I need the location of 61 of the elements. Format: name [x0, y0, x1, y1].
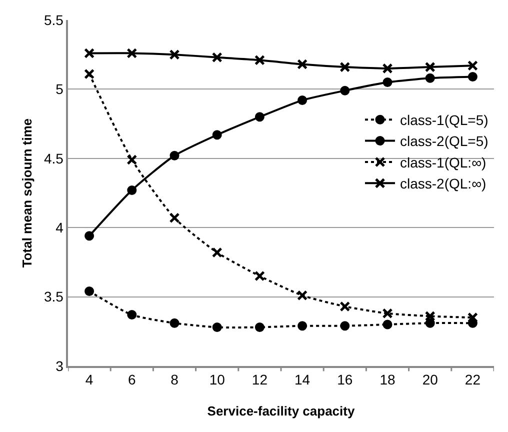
y-tick-label: 5.5 — [44, 12, 64, 28]
x-tick-label: 22 — [464, 372, 481, 388]
y-axis-title: Total mean sojourn time — [20, 118, 34, 268]
point — [84, 286, 94, 296]
x-tick-label: 8 — [170, 372, 179, 388]
y-tick-label: 4.5 — [44, 150, 64, 166]
point — [126, 48, 138, 58]
y-tick-label: 5 — [56, 81, 64, 98]
point — [254, 322, 264, 332]
point — [212, 322, 222, 332]
point — [127, 310, 137, 320]
point — [340, 62, 350, 72]
point — [297, 59, 308, 70]
point — [468, 72, 478, 82]
legend-label: class-2(QL=5) — [400, 133, 488, 150]
x-tick-label: 6 — [128, 372, 136, 388]
x-tick-label: 20 — [422, 372, 438, 388]
x-tick-label: 10 — [209, 372, 226, 388]
y-tick-label: 4 — [56, 220, 64, 236]
point — [127, 185, 137, 195]
point — [298, 96, 308, 106]
x-axis-title: Service-facility capacity — [207, 404, 356, 418]
point — [170, 150, 180, 160]
point — [382, 308, 393, 319]
point — [169, 212, 180, 224]
point — [340, 321, 350, 331]
point — [170, 318, 180, 328]
point — [84, 48, 95, 58]
point — [424, 310, 436, 322]
point — [340, 86, 350, 96]
point — [382, 320, 392, 330]
point — [467, 60, 478, 71]
point — [254, 270, 265, 282]
point — [254, 112, 264, 122]
x-tick-label: 16 — [337, 372, 353, 388]
y-tick-label: 3 — [56, 358, 64, 374]
point — [84, 68, 95, 80]
x-tick-label: 18 — [380, 372, 396, 388]
point — [340, 301, 350, 312]
legend-label: class-1(QL:∞) — [400, 154, 486, 170]
point — [467, 312, 478, 323]
point — [212, 130, 222, 140]
point — [84, 231, 94, 241]
x-tick-label: 4 — [85, 372, 94, 388]
point — [382, 78, 392, 88]
point — [212, 247, 222, 258]
point — [425, 318, 435, 328]
legend-label: class-2(QL:∞) — [400, 176, 486, 192]
point — [425, 73, 435, 83]
point — [298, 321, 308, 331]
point — [169, 49, 180, 60]
x-tick-label: 14 — [294, 372, 310, 388]
point — [254, 54, 265, 66]
point — [382, 63, 393, 74]
legend-label: class-1(QL=5) — [400, 112, 488, 128]
y-tick-label: 3.5 — [44, 288, 64, 305]
x-tick-label: 12 — [252, 372, 268, 388]
point — [297, 290, 308, 301]
point — [126, 154, 138, 166]
point — [212, 52, 222, 63]
point — [424, 62, 436, 72]
